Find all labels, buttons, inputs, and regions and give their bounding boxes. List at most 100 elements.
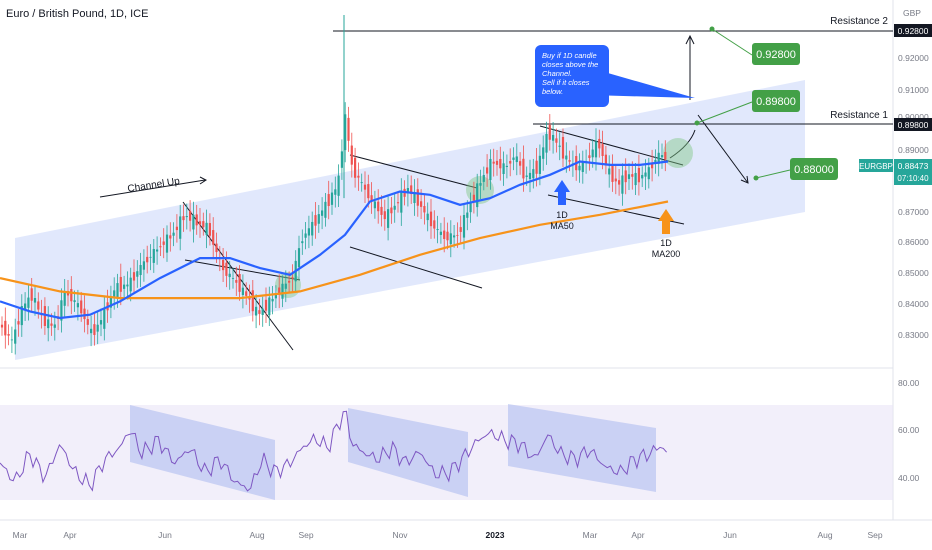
channel-up-band (15, 80, 805, 360)
price-tick: 0.84000 (898, 299, 929, 309)
resistance-2-badge (894, 24, 932, 37)
candle-body (0, 324, 4, 328)
candle-body (109, 296, 112, 308)
candle-body (647, 167, 650, 180)
time-label: 2023 (486, 530, 505, 540)
trend-line-2a (349, 154, 478, 189)
candle-body (578, 165, 581, 171)
time-label: Sep (298, 530, 313, 540)
resistance-1-label: Resistance 1 (830, 110, 888, 121)
candle-body (637, 167, 640, 183)
candle-body (258, 310, 261, 314)
candle-body (439, 231, 442, 235)
resistance-1-badge (894, 118, 932, 131)
candle-body (426, 213, 429, 221)
candle-body (126, 284, 129, 287)
candle-body (618, 180, 621, 185)
note-line-4: Sell if it closes (542, 78, 590, 87)
candle-body (185, 216, 188, 218)
ma200-arrow-icon (658, 209, 674, 234)
down-arrow (697, 114, 749, 184)
candle-body (446, 231, 449, 241)
candle-body (558, 145, 561, 147)
candle-body (396, 202, 400, 204)
candle-body (139, 264, 142, 276)
candle-body (113, 290, 116, 297)
resistance-1-badge-text: 0.89800 (898, 120, 929, 130)
candle-body (149, 256, 152, 258)
time-label: Jun (158, 530, 172, 540)
candle-body (307, 228, 310, 236)
rsi-channel-2 (348, 408, 468, 497)
candle-body (416, 189, 419, 206)
candle-body (334, 189, 337, 195)
trend-line-2b (349, 246, 483, 289)
candle-body (538, 155, 541, 174)
candle-body (664, 151, 667, 160)
candle-body (354, 157, 357, 178)
candle-body (535, 160, 538, 174)
candle-body (634, 172, 637, 186)
candle-body (27, 297, 30, 308)
resistance-2-label: Resistance 2 (830, 16, 888, 27)
target-label-1: 0.92800 (756, 49, 796, 61)
candle-body (271, 298, 274, 302)
candle-body (476, 183, 479, 208)
candle-body (103, 308, 106, 329)
price-tick: 0.92000 (898, 53, 929, 63)
candle-body (261, 308, 264, 315)
candle-body (327, 194, 330, 207)
candle-body (499, 159, 502, 169)
candle-body (614, 178, 617, 182)
target-connector-3 (755, 169, 791, 179)
candle-body (281, 283, 284, 299)
channel-up-arrow-line (99, 179, 206, 198)
candle-body (360, 182, 363, 184)
currency-label: GBP (903, 8, 921, 18)
ma200-label-1: 1D (660, 238, 672, 248)
candle-body (241, 287, 244, 296)
candle-body (136, 271, 139, 277)
candle-body (7, 334, 10, 336)
last-price-badge (894, 159, 932, 185)
candle-body (588, 155, 591, 159)
candle-body (311, 221, 314, 236)
candle-body (641, 174, 644, 179)
candle-body (80, 300, 83, 314)
candle-body (337, 175, 340, 196)
candle-body (393, 205, 396, 210)
candle-body (304, 233, 307, 238)
candle-body (321, 210, 324, 216)
candle-body (512, 157, 515, 160)
candle-body (505, 165, 508, 167)
time-label: Sep (867, 530, 882, 540)
candle-body (601, 144, 604, 156)
candle-body (482, 174, 485, 182)
candle-body (624, 170, 627, 183)
rsi-line (0, 410, 667, 492)
ma200-label-2: MA200 (652, 249, 681, 259)
candle-body (156, 249, 159, 252)
candle-body (142, 261, 145, 270)
candle-body (449, 233, 452, 245)
candle-body (90, 328, 93, 334)
candle-body (175, 226, 178, 231)
note-line-5: below. (542, 87, 563, 96)
candle-body (251, 290, 254, 312)
candle-body (205, 222, 208, 235)
symbol-badge-text: EURGBP (859, 162, 893, 171)
candle-body (515, 156, 518, 163)
candle-body (248, 297, 251, 300)
candle-body (73, 300, 76, 303)
candle-body (182, 216, 185, 221)
candle-body (390, 207, 393, 214)
candle-body (70, 288, 73, 302)
candle-body (561, 136, 565, 159)
candle-body (169, 235, 172, 239)
ma50-label-2: MA50 (550, 221, 574, 231)
candle-body (651, 162, 654, 169)
candle-body (159, 246, 162, 248)
price-axis-pane (893, 0, 932, 550)
candle-body (542, 147, 545, 159)
